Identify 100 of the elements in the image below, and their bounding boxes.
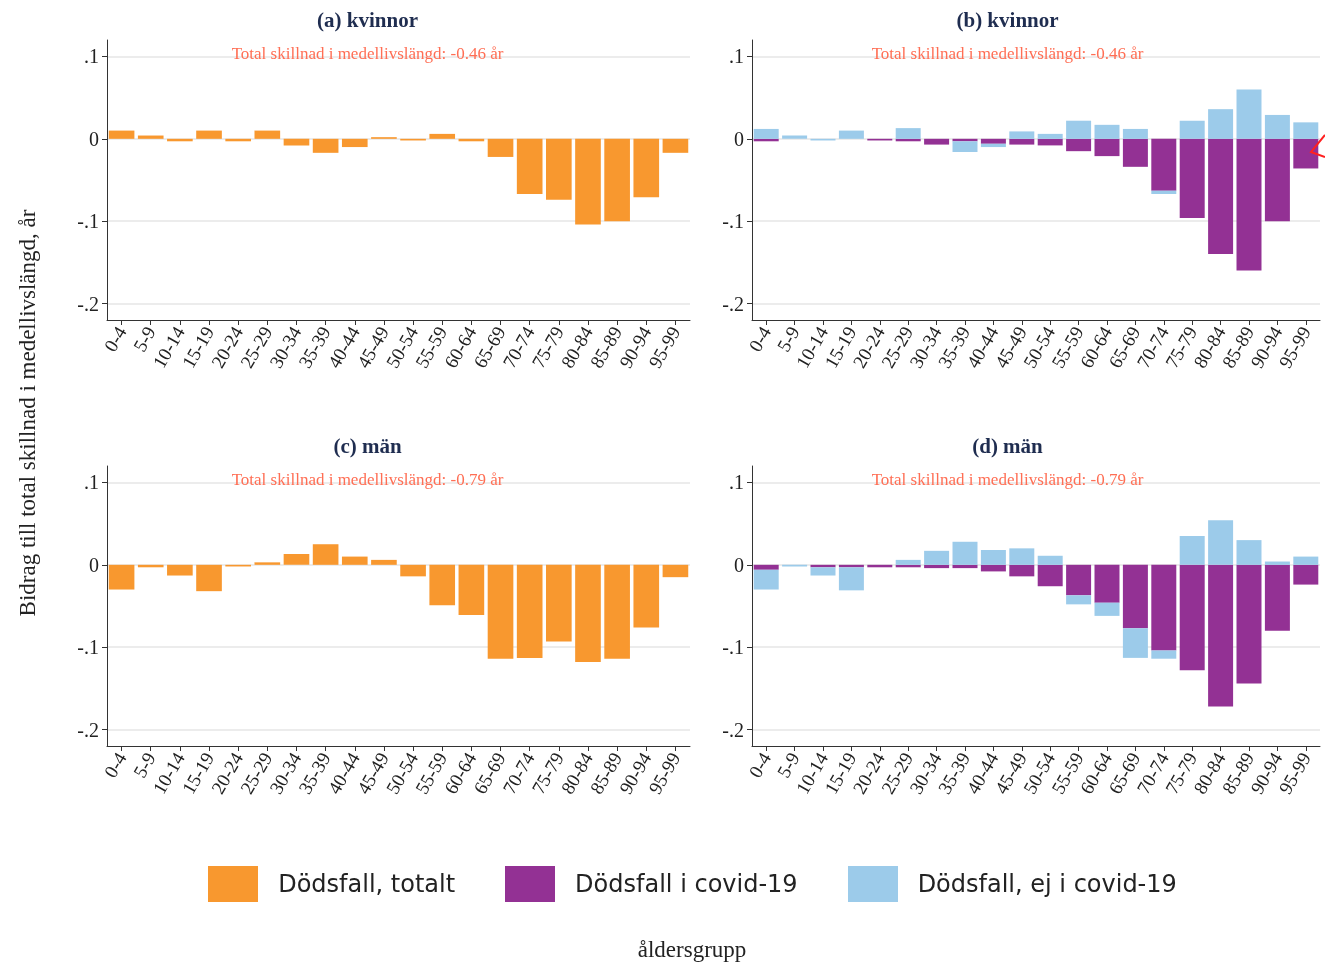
x-tick-label: 0-4 (99, 322, 131, 356)
bar (1264, 564, 1290, 631)
bar (1151, 138, 1177, 191)
bar (1037, 138, 1063, 146)
bar (196, 564, 222, 592)
bar (980, 564, 1006, 572)
legend-label: Dödsfall, ej i covid-19 (917, 870, 1177, 898)
chart-subtitle: Total skillnad i medellivslängd: -0.46 år (231, 44, 504, 63)
chart-title: (d) män (972, 433, 1044, 458)
bar (1179, 564, 1205, 671)
bar (753, 569, 779, 590)
bar (895, 559, 921, 565)
bar (546, 564, 572, 642)
bar (312, 544, 339, 565)
chart-subtitle: Total skillnad i medellivslängd: -0.79 år (231, 470, 504, 489)
bar (575, 138, 601, 225)
bar (1066, 138, 1092, 152)
bar (254, 562, 281, 565)
bar (1066, 564, 1092, 596)
bar (575, 564, 601, 662)
legend-label: Dödsfall, totalt (278, 870, 456, 898)
bar (1094, 602, 1120, 616)
y-tick-label: -.2 (722, 292, 744, 315)
y-tick-label: -.2 (77, 292, 99, 315)
bar (1009, 564, 1035, 577)
y-tick-label: .1 (84, 471, 99, 494)
bar (1293, 138, 1319, 169)
bar (1293, 564, 1319, 585)
x-tick-label: 5-9 (128, 748, 160, 782)
bar (1151, 190, 1177, 194)
y-axis-title: Bidrag till total skillnad i medellivslängd, år (15, 209, 41, 617)
bar (1122, 564, 1148, 629)
bar (196, 130, 222, 139)
x-tick-label: 5-9 (128, 322, 160, 356)
bar (1094, 124, 1120, 139)
bar (341, 556, 368, 565)
bar (753, 128, 779, 139)
bar (516, 564, 543, 658)
bar (1293, 122, 1319, 139)
x-tick-label: 0-4 (744, 322, 776, 356)
bar (1151, 650, 1177, 659)
bar (487, 564, 514, 659)
bar (952, 541, 978, 565)
bar (487, 138, 514, 157)
chart-title: (a) kvinnor (317, 7, 418, 32)
y-tick-label: .1 (84, 45, 99, 68)
bar (1179, 138, 1205, 218)
bar (429, 564, 456, 606)
bar (1179, 120, 1205, 139)
bar (838, 567, 864, 591)
bar (980, 143, 1006, 148)
bar (1236, 89, 1262, 139)
bar (1094, 564, 1120, 603)
chart-subtitle: Total skillnad i medellivslängd: -0.79 år (871, 470, 1144, 489)
bar (254, 130, 281, 139)
bar (1009, 131, 1035, 139)
bar (1293, 556, 1319, 565)
y-tick-label: 0 (734, 553, 744, 576)
y-tick-label: -.2 (722, 718, 744, 741)
bar (1236, 138, 1262, 271)
y-tick-label: 0 (89, 553, 99, 576)
bar (980, 138, 1006, 144)
bar (980, 550, 1006, 565)
bar (753, 564, 779, 570)
bar (604, 138, 630, 222)
bar (1208, 520, 1234, 565)
y-tick-label: -.1 (77, 636, 99, 659)
bar (1151, 564, 1177, 651)
bar (371, 559, 397, 565)
y-tick-label: -.1 (77, 210, 99, 233)
chart-title: (b) kvinnor (956, 7, 1059, 32)
y-tick-label: .1 (729, 45, 744, 68)
bar (633, 138, 660, 198)
bar (312, 138, 339, 153)
bar (1009, 138, 1035, 145)
chart-title: (c) män (333, 433, 402, 458)
bar (895, 128, 921, 139)
y-tick-label: 0 (89, 127, 99, 150)
bar (1009, 548, 1035, 565)
bar (1179, 536, 1205, 565)
bar (137, 135, 164, 139)
bar (283, 554, 310, 565)
bar (1208, 109, 1234, 139)
bar (924, 564, 950, 569)
bar (838, 130, 864, 139)
bar (400, 564, 426, 577)
bar (108, 564, 135, 590)
y-tick-label: -.2 (77, 718, 99, 741)
bar (546, 138, 572, 200)
bar (516, 138, 543, 194)
bar (1094, 138, 1120, 157)
bar (458, 564, 485, 616)
bar (633, 564, 660, 628)
bar (662, 564, 689, 578)
bar (1236, 564, 1262, 684)
y-tick-label: 0 (734, 127, 744, 150)
bar (1037, 564, 1063, 587)
x-tick-label: 0-4 (99, 748, 131, 782)
bar (1037, 133, 1063, 139)
bar (341, 138, 368, 148)
